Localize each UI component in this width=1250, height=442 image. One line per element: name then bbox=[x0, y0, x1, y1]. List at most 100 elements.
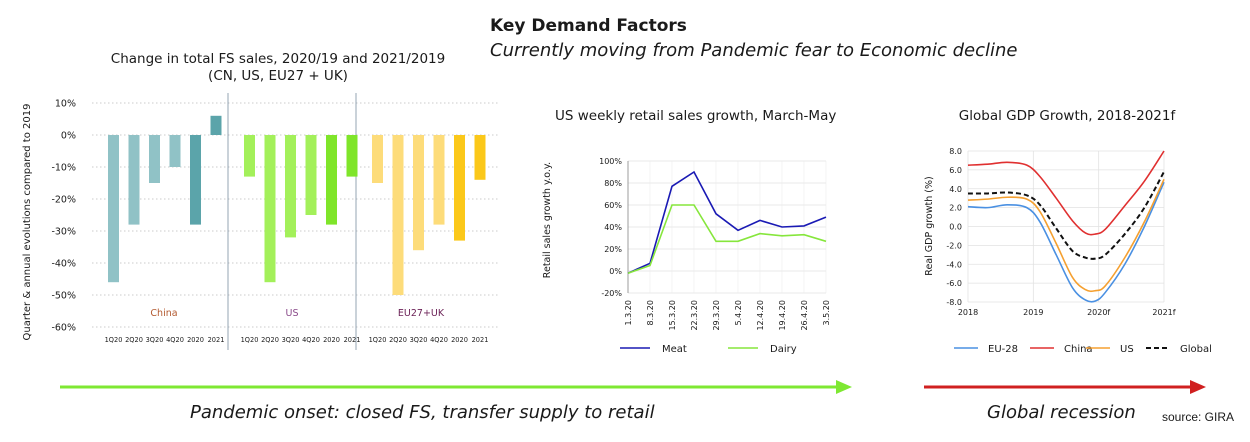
bar bbox=[474, 135, 486, 180]
y-tick-label: 4.0 bbox=[949, 185, 962, 194]
recession-arrow-head bbox=[1190, 380, 1206, 394]
category-label: 3Q20 bbox=[146, 336, 164, 344]
x-tick-label: 2020f bbox=[1087, 308, 1110, 317]
x-tick-label: 22.3.20 bbox=[690, 300, 699, 331]
category-label: 2020 bbox=[451, 336, 468, 344]
series-line bbox=[967, 178, 1165, 293]
x-tick-label: 19.4.20 bbox=[778, 300, 787, 331]
bar bbox=[285, 135, 296, 238]
bar bbox=[190, 135, 201, 225]
y-tick-label: -2.0 bbox=[946, 241, 962, 250]
category-label: 3Q20 bbox=[282, 336, 300, 344]
y-tick-label: 40% bbox=[604, 223, 622, 232]
category-label: 2021 bbox=[208, 336, 225, 344]
y-tick-label: 0.0 bbox=[949, 223, 962, 232]
legend-label: EU-28 bbox=[988, 344, 1018, 355]
category-label: 2Q20 bbox=[125, 336, 143, 344]
recession-caption: Global recession bbox=[987, 402, 1136, 423]
bar bbox=[326, 135, 337, 225]
y-tick-label: -20% bbox=[51, 195, 76, 206]
bar bbox=[454, 135, 465, 241]
page-subtitle: Currently moving from Pandemic fear to E… bbox=[490, 40, 1018, 61]
fs-sales-bar-chart: Change in total FS sales, 2020/19 and 20… bbox=[22, 51, 500, 350]
x-tick-label: 12.4.20 bbox=[756, 300, 765, 331]
group-label: China bbox=[150, 308, 177, 319]
y-tick-label: 80% bbox=[604, 179, 622, 188]
us-retail-chart-title: US weekly retail sales growth, March-May… bbox=[555, 108, 840, 124]
legend-label: Dairy bbox=[770, 344, 797, 355]
category-label: 1Q20 bbox=[105, 336, 123, 344]
x-tick-label: 1.3.20 bbox=[624, 300, 633, 325]
category-label: 2Q20 bbox=[389, 336, 407, 344]
y-tick-label: 0% bbox=[609, 267, 622, 276]
category-label: 2020 bbox=[187, 336, 204, 344]
gdp-chart-title: Global GDP Growth, 2018-2021f bbox=[959, 108, 1177, 124]
bar bbox=[264, 135, 276, 283]
category-label: 2020 bbox=[323, 336, 340, 344]
bar bbox=[149, 135, 160, 183]
y-tick-label: -50% bbox=[51, 291, 76, 302]
us-retail-line-chart: US weekly retail sales growth, March-May… bbox=[542, 108, 840, 355]
us-retail-y-axis-label: Retail sales growth y.o.y. bbox=[542, 162, 553, 278]
legend-label: Global bbox=[1180, 344, 1212, 355]
category-label: 4Q20 bbox=[166, 336, 184, 344]
fs-sales-y-axis-label: Quarter & annual evolutions compared to … bbox=[22, 104, 33, 341]
y-tick-label: -60% bbox=[51, 323, 76, 334]
page-title: Key Demand Factors bbox=[490, 16, 687, 36]
x-tick-label: 15.3.20 bbox=[668, 300, 677, 331]
bar bbox=[210, 115, 222, 135]
pandemic-caption: Pandemic onset: closed FS, transfer supp… bbox=[190, 402, 655, 423]
legend-label: China bbox=[1064, 344, 1093, 355]
bar bbox=[433, 135, 445, 225]
gdp-y-axis-label: Real GDP growth (%) bbox=[924, 176, 935, 275]
x-tick-label: 2021f bbox=[1152, 308, 1175, 317]
y-tick-label: -30% bbox=[51, 227, 76, 238]
group-label: EU27+UK bbox=[398, 308, 445, 319]
x-tick-label: 2019 bbox=[1023, 308, 1043, 317]
bar bbox=[346, 135, 358, 177]
x-tick-label: 3.5.20 bbox=[822, 300, 831, 325]
legend-label: US bbox=[1120, 344, 1134, 355]
bar bbox=[305, 135, 317, 215]
y-tick-label: 0% bbox=[61, 131, 76, 142]
series-line bbox=[967, 171, 1165, 260]
y-tick-label: -6.0 bbox=[946, 279, 962, 288]
x-tick-label: 29.3.20 bbox=[712, 300, 721, 331]
y-tick-label: 100% bbox=[599, 157, 622, 166]
pandemic-arrow-head bbox=[836, 380, 852, 394]
category-label: 4Q20 bbox=[302, 336, 320, 344]
group-label: US bbox=[286, 308, 299, 319]
x-tick-label: 26.4.20 bbox=[800, 300, 809, 331]
y-tick-label: -10% bbox=[51, 163, 76, 174]
legend-label: Meat bbox=[662, 344, 687, 355]
y-tick-label: 8.0 bbox=[949, 147, 962, 156]
category-label: 4Q20 bbox=[430, 336, 448, 344]
category-label: 2021 bbox=[344, 336, 361, 344]
gdp-growth-line-chart: Global GDP Growth, 2018-2021f Real GDP g… bbox=[924, 108, 1212, 355]
series-line bbox=[967, 181, 1165, 303]
source-note: source: GIRA bbox=[1162, 410, 1235, 424]
bar bbox=[372, 135, 383, 183]
y-tick-label: -20% bbox=[601, 289, 622, 298]
y-tick-label: 60% bbox=[604, 201, 622, 210]
y-tick-label: -40% bbox=[51, 259, 76, 270]
y-tick-label: 6.0 bbox=[949, 166, 962, 175]
y-tick-label: -8.0 bbox=[946, 298, 962, 307]
y-tick-label: 2.0 bbox=[949, 204, 962, 213]
series-line bbox=[627, 204, 827, 274]
y-tick-label: -4.0 bbox=[946, 260, 962, 269]
bar bbox=[169, 135, 181, 167]
category-label: 2021 bbox=[472, 336, 489, 344]
x-tick-label: 5.4.20 bbox=[734, 300, 743, 325]
bar bbox=[128, 135, 140, 225]
bar bbox=[244, 135, 255, 177]
x-tick-label: 2018 bbox=[958, 308, 978, 317]
fs-sales-chart-subtitle: (CN, US, EU27 + UK) bbox=[208, 68, 348, 84]
series-line bbox=[627, 170, 827, 274]
x-tick-label: 8.3.20 bbox=[646, 300, 655, 325]
fs-sales-chart-title: Change in total FS sales, 2020/19 and 20… bbox=[111, 51, 445, 67]
y-tick-label: 20% bbox=[604, 245, 622, 254]
category-label: 2Q20 bbox=[261, 336, 279, 344]
category-label: 1Q20 bbox=[241, 336, 259, 344]
bar bbox=[413, 135, 424, 251]
